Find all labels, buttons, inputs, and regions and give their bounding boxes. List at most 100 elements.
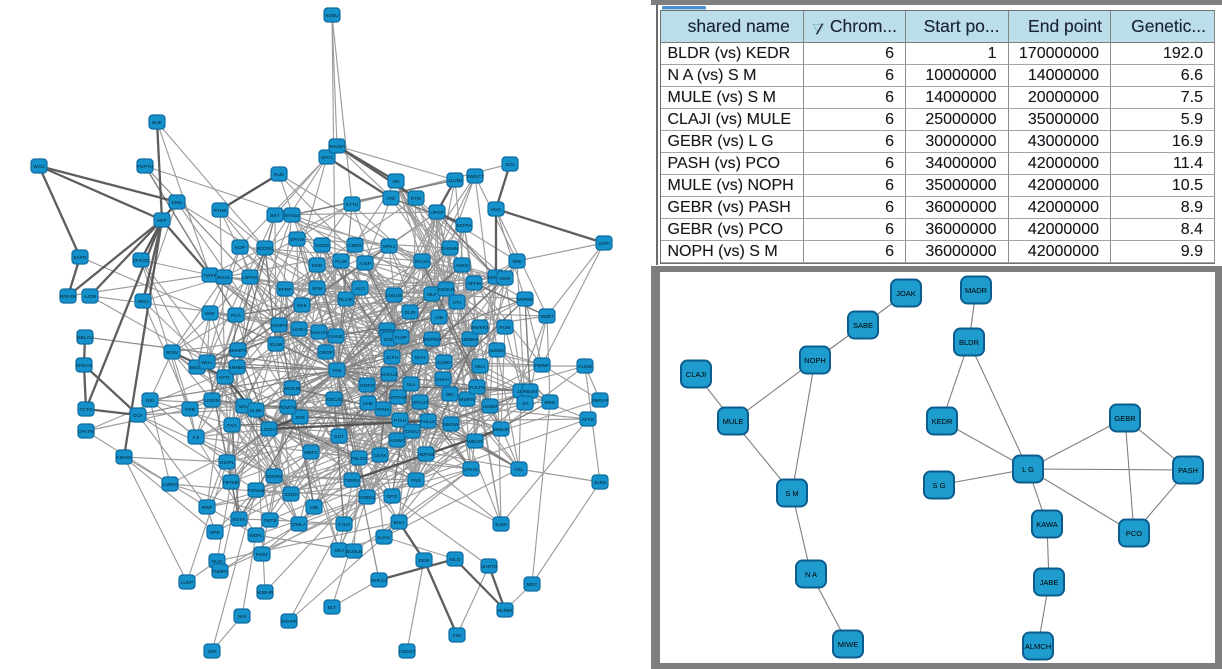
svg-text:JIA: JIA: [522, 401, 530, 407]
svg-text:KDBU: KDBU: [325, 13, 339, 19]
svg-text:CBER: CBER: [348, 243, 362, 249]
svg-text:DWLA: DWLA: [292, 522, 307, 528]
svg-text:KJAS: KJAS: [378, 535, 390, 541]
svg-text:PSLCG: PSLCG: [351, 456, 368, 462]
svg-text:ATJ: ATJ: [453, 300, 462, 306]
svg-text:GANE: GANE: [329, 334, 343, 340]
svg-text:ALMCH: ALMCH: [1025, 642, 1051, 651]
svg-text:UOTNW: UOTNW: [389, 395, 408, 401]
svg-text:AUUMC: AUUMC: [388, 438, 406, 444]
svg-text:WCD: WCD: [33, 164, 45, 170]
svg-text:IIWBT: IIWBT: [540, 314, 553, 320]
svg-text:EFECN: EFECN: [76, 363, 93, 369]
svg-text:NUMSC: NUMSC: [488, 348, 506, 354]
svg-text:FOSF: FOSF: [256, 552, 269, 558]
svg-text:MNBJN: MNBJN: [493, 427, 510, 433]
svg-text:MRD: MRD: [545, 400, 556, 406]
svg-text:KBCJE: KBCJE: [326, 397, 341, 403]
svg-text:NCH: NCH: [415, 355, 426, 361]
svg-text:UIPOG: UIPOG: [242, 275, 258, 281]
svg-text:RTW: RTW: [411, 196, 422, 202]
svg-text:FLDP: FLDP: [395, 335, 407, 341]
svg-text:LGNU: LGNU: [292, 327, 306, 333]
svg-text:WJNM: WJNM: [498, 608, 512, 614]
svg-text:AJSP: AJSP: [359, 261, 371, 267]
svg-text:SCDNC: SCDNC: [256, 246, 274, 252]
svg-text:UIB: UIB: [435, 315, 443, 321]
svg-text:KNF: KNF: [205, 311, 215, 317]
svg-text:MSE: MSE: [312, 263, 322, 269]
svg-text:KTTU: KTTU: [346, 202, 359, 208]
svg-text:PTAH: PTAH: [394, 418, 407, 424]
svg-text:EOTK: EOTK: [232, 517, 246, 523]
svg-text:CNDGT: CNDGT: [398, 649, 415, 655]
svg-text:RCUG: RCUG: [415, 259, 429, 265]
svg-text:DGI: DGI: [506, 162, 515, 168]
svg-text:UHE: UHE: [363, 401, 373, 407]
svg-text:PBINF: PBINF: [535, 363, 549, 369]
svg-text:CKL: CKL: [514, 467, 524, 473]
svg-text:RMOAP: RMOAP: [591, 398, 609, 404]
svg-text:NPF: NPF: [157, 218, 167, 224]
svg-text:DSNWL: DSNWL: [487, 275, 505, 281]
svg-text:MULE: MULE: [723, 417, 744, 426]
svg-text:BOW: BOW: [166, 350, 178, 356]
svg-text:PLJR: PLJR: [335, 259, 347, 265]
svg-text:CLDW: CLDW: [578, 364, 593, 370]
svg-text:UDDM: UDDM: [483, 404, 497, 410]
svg-text:MKJ: MKJ: [475, 364, 485, 370]
svg-text:FBTME: FBTME: [223, 480, 239, 486]
svg-text:KAWA: KAWA: [1036, 520, 1058, 529]
svg-text:S M: S M: [785, 489, 798, 498]
svg-text:FAG: FAG: [227, 423, 237, 429]
svg-text:TGNLW: TGNLW: [248, 488, 265, 494]
svg-text:EAFR: EAFR: [74, 255, 87, 261]
svg-text:WJK: WJK: [152, 120, 163, 126]
svg-text:EGF: EGF: [384, 337, 394, 343]
svg-text:CFKTW: CFKTW: [77, 429, 95, 435]
svg-text:JJM: JJM: [517, 389, 526, 395]
svg-text:NPK: NPK: [210, 530, 221, 536]
svg-text:ONBOJ: ONBOJ: [359, 495, 376, 501]
svg-text:RPESN: RPESN: [60, 294, 77, 300]
svg-text:JFIE: JFIE: [295, 415, 305, 421]
svg-text:DFGOD: DFGOD: [132, 258, 150, 264]
svg-text:UFCL: UFCL: [321, 155, 334, 161]
svg-text:PCA: PCA: [231, 313, 242, 319]
svg-text:SPKW: SPKW: [290, 237, 305, 243]
svg-text:KSMPS: KSMPS: [271, 323, 288, 329]
svg-text:OUO: OUO: [212, 559, 223, 565]
svg-text:IJN: IJN: [392, 179, 400, 185]
svg-text:WWKRS: WWKRS: [471, 325, 490, 331]
svg-text:TNMPH: TNMPH: [211, 569, 229, 575]
svg-text:OFFM: OFFM: [467, 281, 481, 287]
svg-text:ITD: ITD: [387, 196, 395, 202]
svg-text:GNIF: GNIF: [499, 276, 511, 282]
svg-text:LPKSL: LPKSL: [464, 467, 479, 473]
svg-text:NOPH: NOPH: [804, 356, 826, 365]
svg-text:RWF: RWF: [202, 505, 213, 511]
svg-text:MGPMO: MGPMO: [423, 337, 442, 343]
svg-text:BLT: BLT: [328, 605, 337, 611]
svg-text:PCO: PCO: [1126, 529, 1142, 538]
svg-text:KHCUJ: KHCUJ: [381, 372, 398, 378]
svg-text:PASH: PASH: [1178, 466, 1198, 475]
svg-text:IOUW: IOUW: [269, 342, 283, 348]
svg-text:MWFN: MWFN: [460, 397, 475, 403]
svg-text:DHHA: DHHA: [436, 377, 450, 383]
svg-text:KKK: KKK: [297, 303, 307, 309]
svg-text:KEDR: KEDR: [932, 417, 953, 426]
svg-text:PUW: PUW: [499, 325, 511, 331]
svg-text:N A: N A: [805, 570, 817, 579]
svg-text:FDMTW: FDMTW: [279, 405, 297, 411]
svg-text:NAIGS: NAIGS: [285, 213, 300, 219]
svg-text:CLAJI: CLAJI: [686, 370, 706, 379]
svg-text:BKT: BKT: [270, 213, 279, 219]
svg-text:AGOLR: AGOLR: [438, 287, 455, 293]
svg-text:MBTC: MBTC: [304, 450, 318, 456]
svg-text:KOP: KOP: [235, 245, 245, 251]
svg-text:IWPMB: IWPMB: [517, 297, 533, 303]
svg-text:DBLAU: DBLAU: [77, 335, 94, 341]
svg-text:FFMS: FFMS: [376, 407, 389, 413]
svg-text:AFKE: AFKE: [582, 417, 595, 423]
